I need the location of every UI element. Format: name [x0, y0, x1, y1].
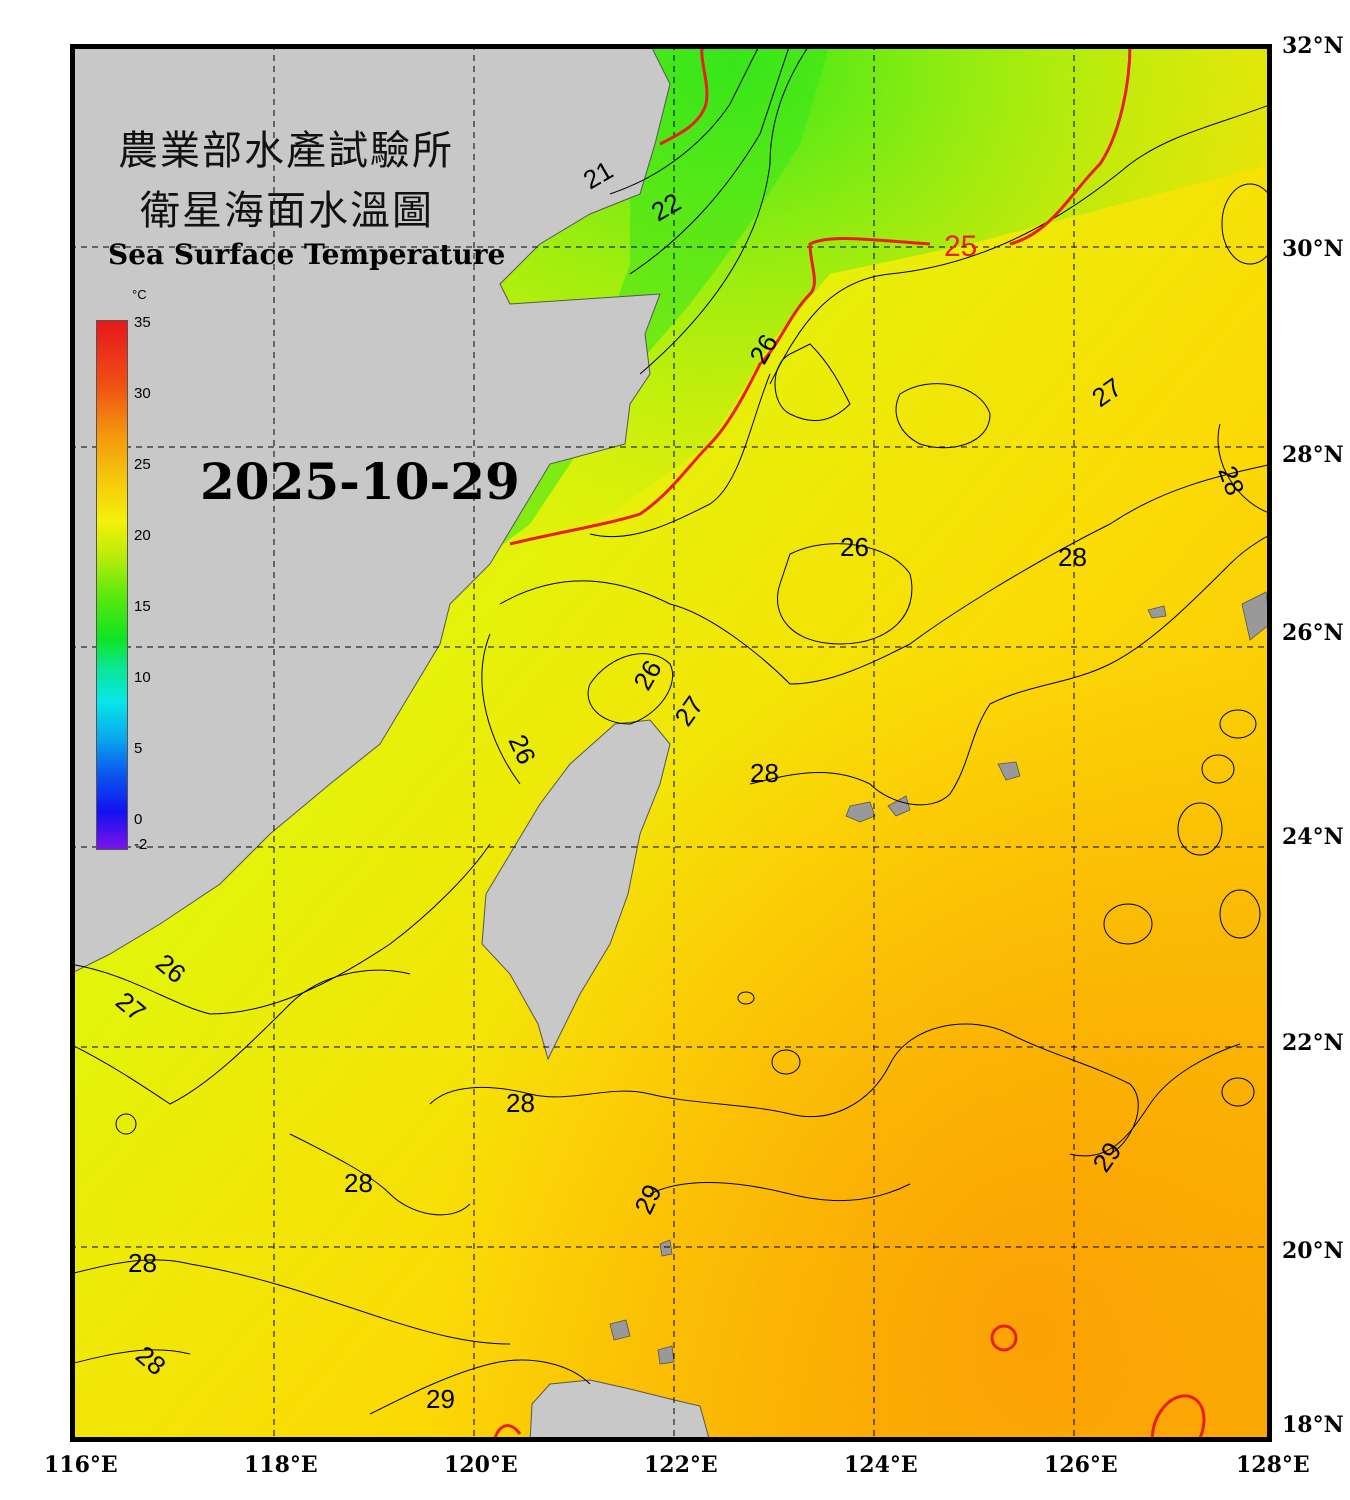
lat-label: 20°N	[1282, 1238, 1344, 1264]
colorbar-tick: 5	[134, 740, 143, 757]
contour-26-coast	[589, 373, 771, 538]
island-yaeyama	[845, 801, 876, 823]
contour-26-strait	[481, 633, 521, 785]
title-agency: 農業部水產試驗所	[118, 128, 454, 174]
island-batan	[609, 1319, 631, 1341]
contour-label: 28	[344, 1168, 373, 1198]
contour-22	[629, 43, 791, 275]
lat-label: 30°N	[1282, 236, 1344, 262]
map-date: 2025-10-29	[200, 452, 520, 511]
map-border	[70, 44, 1272, 1442]
luzon-island	[529, 1379, 711, 1443]
contour-26-small	[587, 653, 674, 725]
contour-28-east	[749, 533, 1273, 806]
lon-label: 128°E	[1236, 1452, 1310, 1478]
contour-29-south	[369, 1359, 591, 1415]
contour-ring-b	[1201, 754, 1235, 784]
contour-21	[609, 43, 761, 195]
lon-label: 116°E	[44, 1452, 118, 1478]
contour-26-south	[69, 843, 491, 1015]
isotherm-25	[492, 43, 1206, 1443]
contour-ring-g	[771, 1049, 801, 1075]
lat-label: 32°N	[1282, 33, 1344, 59]
lat-label: 22°N	[1282, 1030, 1344, 1056]
island-babuyan	[659, 1239, 673, 1257]
island-miyako	[887, 795, 911, 817]
contour-28-ne	[1217, 423, 1273, 515]
lat-label: 28°N	[1282, 442, 1344, 468]
small-islands	[609, 591, 1271, 1365]
island-calayan	[657, 1345, 675, 1365]
contour-28-sw	[289, 1133, 471, 1216]
lon-label: 126°E	[1044, 1452, 1118, 1478]
contour-label: 26	[840, 532, 869, 562]
lon-label: 118°E	[244, 1452, 318, 1478]
lat-lon-grid	[70, 44, 1272, 1442]
contour-26-loop	[777, 543, 913, 645]
mainland-china	[69, 43, 671, 975]
contour-ring-c	[1177, 802, 1223, 856]
contour-warm-eddy	[774, 343, 851, 422]
colorbar-tick: -2	[134, 836, 148, 853]
isotherm-25-line	[509, 43, 1132, 546]
lat-label: 26°N	[1282, 620, 1344, 646]
colorbar-tick: 0	[134, 811, 143, 828]
isotherm-25-north	[659, 43, 709, 146]
colorbar	[96, 320, 128, 850]
isotherm-30-ring-b	[1150, 1394, 1206, 1443]
island-east-b	[1147, 605, 1167, 619]
contour-26-north	[769, 103, 1273, 385]
contour-ring-e	[1221, 1077, 1255, 1107]
contour-ring-d	[1219, 889, 1261, 939]
colorbar-tick: 30	[134, 385, 151, 402]
colorbar-tick: 20	[134, 527, 151, 544]
sst-map: 21 22 25 26 27 26 26 27 28 28 26 27 26 2…	[69, 43, 1279, 1443]
contour-label: 28	[750, 758, 779, 788]
lat-label: 18°N	[1282, 1412, 1344, 1438]
lon-label: 120°E	[444, 1452, 518, 1478]
colorbar-tick: 10	[134, 669, 151, 686]
isotherm-contours	[69, 43, 1279, 1415]
contour-ring-f	[1103, 903, 1153, 945]
contour-ring-h	[737, 991, 755, 1005]
colorbar-unit: °C	[132, 287, 147, 302]
contour-label: 28	[128, 1248, 157, 1278]
colorbar-tick: 35	[134, 314, 151, 331]
contour-27-south	[69, 969, 411, 1105]
island-east-a	[997, 761, 1021, 781]
lat-label: 24°N	[1282, 824, 1344, 850]
contour-eddy-east	[895, 383, 991, 449]
contour-29-east	[1069, 1043, 1241, 1157]
contour-23	[639, 43, 811, 375]
title-map-name: 衛星海面水溫圖	[140, 188, 434, 234]
title-english: Sea Surface Temperature	[108, 238, 506, 271]
contour-ring-a	[1219, 709, 1257, 739]
contour-label-red: 25	[944, 230, 977, 263]
contour-28-central	[429, 1023, 1139, 1155]
contour-27-mid	[499, 463, 1273, 685]
contour-label: 28	[506, 1088, 535, 1118]
lon-label: 122°E	[644, 1452, 718, 1478]
contour-28-bl	[69, 1349, 191, 1365]
contour-28-bottom	[69, 1259, 511, 1345]
colorbar-tick: 25	[134, 456, 151, 473]
colorbar-tick: 15	[134, 598, 151, 615]
lon-label: 124°E	[844, 1452, 918, 1478]
contour-ring-i	[115, 1113, 137, 1135]
contour-label: 29	[426, 1384, 455, 1414]
contour-label: 28	[1058, 542, 1087, 572]
map-canvas: 21 22 25 26 27 26 26 27 28 28 26 27 26 2…	[69, 43, 1279, 1443]
isotherm-30-ring-a	[990, 1324, 1018, 1352]
contour-29-central	[649, 1182, 911, 1202]
taiwan-island	[481, 719, 671, 1061]
